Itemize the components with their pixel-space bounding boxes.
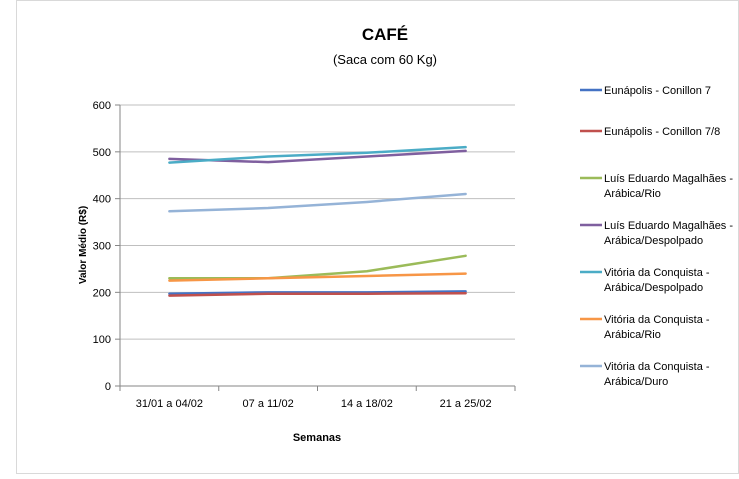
legend: Eunápolis - Conillon 7 Eunápolis - Conill… [580, 85, 733, 388]
series-lines [168, 145, 467, 297]
legend-label: Vitória da Conquista -Arábica/Duro [604, 361, 710, 388]
legend-label: Luís Eduardo Magalhães -Arábica/Despolpa… [604, 220, 733, 247]
legend-label: Luís Eduardo Magalhães -Arábica/Rio [604, 173, 733, 200]
x-tick-label: 14 a 18/02 [341, 398, 393, 410]
axes: 0 100 200 300 400 500 600 31/01 a 04/02 07 a 11/… [93, 100, 516, 410]
y-tick-label: 600 [93, 100, 111, 112]
x-axis-title: Semanas [293, 432, 341, 444]
y-axis-title: Valor Médio (R$) [78, 206, 89, 284]
legend-label: Vitória da Conquista -Arábica/Despolpado [604, 267, 710, 294]
series-line [168, 145, 467, 164]
series-line [168, 292, 467, 297]
y-tick-label: 100 [93, 334, 111, 346]
y-tick-label: 300 [93, 241, 111, 253]
chart-frame [16, 0, 739, 474]
y-tick-label: 500 [93, 147, 111, 159]
x-tick-label: 07 a 11/02 [243, 398, 294, 410]
series-line [168, 290, 467, 295]
legend-label: Vitória da Conquista -Arábica/Rio [604, 314, 710, 341]
series-line [168, 272, 467, 282]
chart-title: CAFÉ [362, 25, 408, 44]
legend-label: Eunápolis - Conillon 7 [604, 85, 711, 97]
x-tick-label: 31/01 a 04/02 [136, 398, 203, 410]
series-line [168, 192, 467, 213]
legend-label: Eunápolis - Conillon 7/8 [604, 126, 720, 138]
chart-subtitle: (Saca com 60 Kg) [333, 52, 437, 67]
y-tick-label: 400 [93, 194, 111, 206]
y-tick-label: 0 [105, 381, 111, 393]
x-tick-label: 21 a 25/02 [440, 398, 492, 410]
y-tick-label: 200 [93, 287, 111, 299]
